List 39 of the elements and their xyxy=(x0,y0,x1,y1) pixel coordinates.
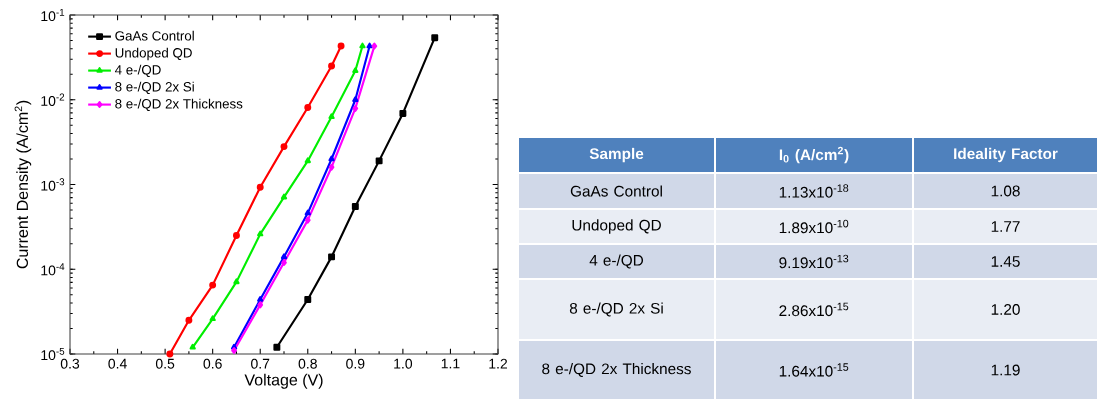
text: 1.45 xyxy=(991,256,1020,267)
text: 8 e-/QD 2x Thickness xyxy=(542,363,691,378)
x-tick-label: 0.9 xyxy=(346,358,365,369)
legend-label: 4 e-/QD xyxy=(114,64,161,77)
y-tick-label: 10$^{-2}$ xyxy=(41,93,65,106)
text: 1.13x10$^{-18}$ xyxy=(779,184,849,198)
x-tick-label: 0.8 xyxy=(298,358,317,369)
text: 1.08 xyxy=(991,185,1020,197)
legend-label: Undoped QD xyxy=(115,47,192,61)
x-tick-label: 0.4 xyxy=(108,358,127,369)
x-tick-label: 0.7 xyxy=(251,358,270,369)
text: Ideality Factor xyxy=(954,147,1058,163)
text: I$_{0}$ (A/cm$^{2}$) xyxy=(779,146,849,164)
text: 1.20 xyxy=(991,304,1020,315)
x-tick-label: 1.1 xyxy=(441,358,460,369)
x-tick-label: 0.5 xyxy=(155,358,175,369)
text: 8 e-/QD 2x Si xyxy=(569,302,663,317)
x-tick-label: 0.3 xyxy=(60,358,80,369)
text: 1.77 xyxy=(991,221,1020,232)
x-tick-label: 0.6 xyxy=(203,358,222,369)
text: 1.89x10$^{-10}$ xyxy=(779,219,849,234)
y-axis-title: Current Density (A/cm$^{2}$) xyxy=(14,100,32,269)
x-tick-label: 1.0 xyxy=(394,358,413,369)
y-tick-label: 10$^{-1}$ xyxy=(41,8,65,22)
text: 9.19x10$^{-13}$ xyxy=(779,254,849,269)
text: 4 e-/QD xyxy=(589,254,644,269)
x-axis-title: Voltage (V) xyxy=(244,373,323,389)
text: 1.64x10$^{-15}$ xyxy=(779,363,849,377)
text: Undoped QD xyxy=(572,219,661,234)
text: Sample xyxy=(589,147,644,163)
text: 2.86x10$^{-15}$ xyxy=(779,302,849,317)
x-tick-label: 1.2 xyxy=(489,358,508,369)
text: 1.19 xyxy=(991,364,1020,376)
legend-label: 8 e-/QD 2x Thickness xyxy=(115,98,243,111)
text: GaAs Control xyxy=(570,185,662,197)
legend-label: GaAs Control xyxy=(115,30,194,41)
legend-label: 8 e-/QD 2x Si xyxy=(115,81,194,94)
y-tick-label: 10$^{-4}$ xyxy=(41,263,65,276)
y-tick-label: 10$^{-3}$ xyxy=(41,178,65,191)
